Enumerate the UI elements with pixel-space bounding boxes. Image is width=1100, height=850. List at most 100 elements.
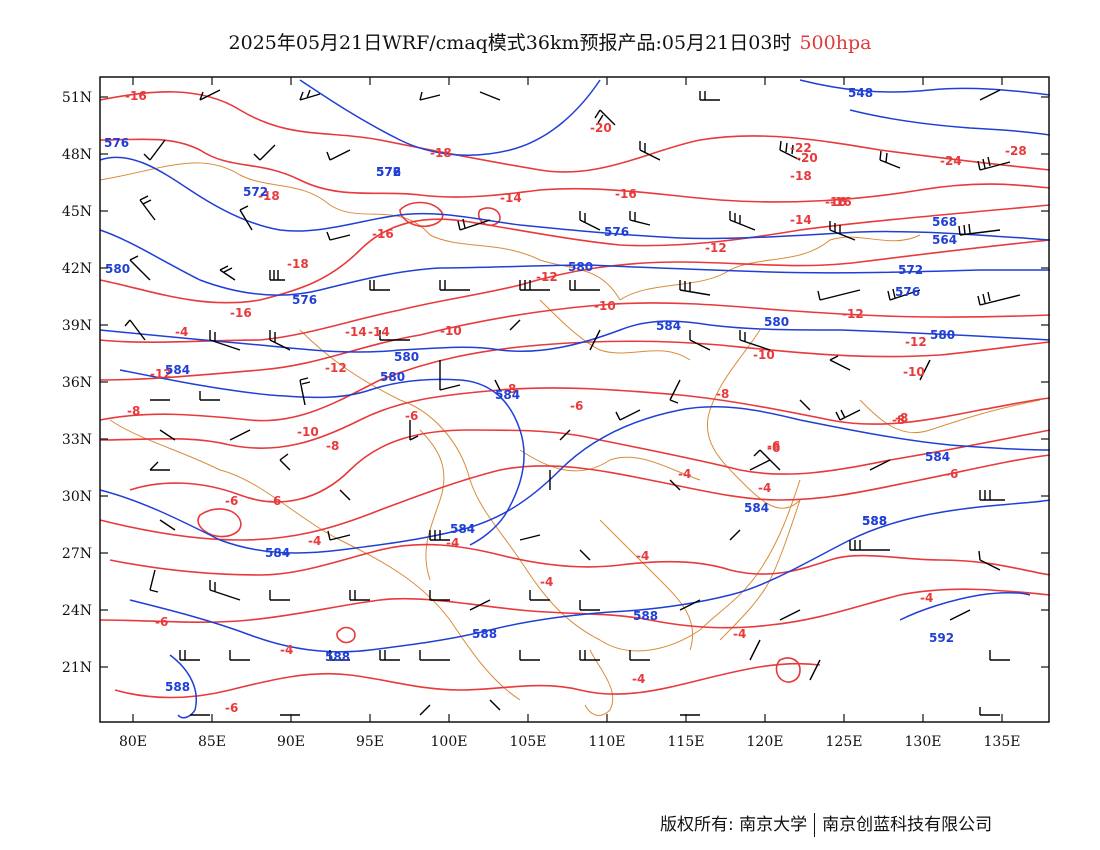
temp-label: -4: [678, 467, 691, 481]
lon-label: 120E: [747, 734, 784, 750]
lon-label: 125E: [826, 734, 863, 750]
org-chuanglan: 南京创蓝科技有限公司: [822, 815, 993, 835]
temp-label: -6: [405, 409, 418, 423]
height-label: 588: [862, 514, 887, 528]
temp-label: -28: [1005, 144, 1027, 158]
wind-barbs: [124, 89, 1021, 716]
lon-label: 85E: [198, 734, 226, 750]
copyright-label: 版权所有:: [660, 815, 734, 835]
height-label: 592: [929, 631, 954, 645]
temp-label: -8: [503, 382, 516, 396]
lat-label: 27N: [62, 546, 92, 562]
lat-label: 45N: [62, 204, 92, 220]
title-main: 2025年05月21日WRF/cmaq模式36km预报产品:05月21日03时: [228, 32, 792, 54]
height-label: 584: [925, 450, 950, 464]
height-label: 568: [932, 215, 957, 229]
lat-label: 48N: [62, 147, 92, 163]
plot-frame: [99, 76, 1050, 723]
copyright-footer: 版权所有: 南京大学 南京创蓝科技有限公司: [660, 810, 992, 837]
lat-label: 33N: [62, 432, 92, 448]
temp-label: -12: [842, 307, 864, 321]
map-title: 2025年05月21日WRF/cmaq模式36km预报产品:05月21日03时 5…: [0, 28, 1100, 55]
temp-label: -6: [268, 494, 281, 508]
height-label: 580: [568, 260, 593, 274]
temp-label: -18: [430, 146, 452, 160]
temp-label: -6: [155, 615, 168, 629]
temp-label: -4: [636, 549, 649, 563]
temp-label: -8: [892, 413, 905, 427]
height-label: 580: [764, 315, 789, 329]
temp-label: -24: [940, 154, 962, 168]
height-label: 576: [604, 225, 629, 239]
lat-label: 39N: [62, 318, 92, 334]
org-nju: 南京大学: [739, 815, 808, 835]
lat-label: 51N: [62, 90, 92, 106]
temp-label: -18: [258, 189, 280, 203]
lon-label: 105E: [510, 734, 547, 750]
height-label: 564: [932, 233, 957, 247]
temp-label: -14: [790, 213, 812, 227]
height-label: 572: [376, 165, 401, 179]
height-label: 576: [376, 165, 401, 179]
temp-label: -16: [830, 195, 852, 209]
temp-label: -16: [230, 306, 252, 320]
height-label: 584: [656, 319, 681, 333]
height-label: 580: [105, 262, 130, 276]
lat-label: 24N: [62, 603, 92, 619]
lat-label: 21N: [62, 660, 92, 676]
height-label: 572: [898, 263, 923, 277]
height-label: 584: [744, 501, 769, 515]
temp-label: -10: [594, 299, 616, 313]
lon-label: 115E: [668, 734, 705, 750]
temp-label: -8: [716, 387, 729, 401]
temp-label: -16: [825, 195, 847, 209]
lon-label: 135E: [984, 734, 1021, 750]
lon-label: 90E: [277, 734, 305, 750]
temp-label: -4: [632, 672, 645, 686]
temp-label: -8: [326, 439, 339, 453]
temp-label: -16: [372, 227, 394, 241]
lon-label: 100E: [431, 734, 468, 750]
temp-label: -6: [767, 441, 780, 455]
boundary-lines: [99, 162, 1041, 716]
height-label: 576: [292, 293, 317, 307]
lon-label: 80E: [119, 734, 147, 750]
height-labels: 576 572 576 580 576 584 580 584 580 584 …: [104, 86, 957, 694]
lat-label: 30N: [62, 489, 92, 505]
temp-label: -12: [150, 367, 172, 381]
temp-label: -4: [758, 481, 771, 495]
temp-label: -12: [705, 241, 727, 255]
temp-label: -20: [796, 151, 818, 165]
temp-label: -4: [540, 575, 553, 589]
temp-label: -12: [325, 361, 347, 375]
temp-label: -6: [570, 399, 583, 413]
lon-label: 110E: [589, 734, 626, 750]
temp-label: -6: [225, 494, 238, 508]
height-label: 548: [848, 86, 873, 100]
longitude-axis: [132, 77, 1003, 722]
temp-label: -10: [753, 348, 775, 362]
longitude-labels: 80E 85E 90E 95E 100E 105E 110E 115E 120E…: [119, 734, 1021, 750]
lon-label: 130E: [905, 734, 942, 750]
temp-label: -8: [127, 404, 140, 418]
temp-label: -6: [225, 701, 238, 715]
lon-label: 95E: [356, 734, 384, 750]
height-label: 588: [325, 650, 350, 664]
height-contours: [99, 79, 1051, 719]
temp-label: -22: [790, 141, 812, 155]
temp-label: -16: [615, 187, 637, 201]
temp-label: -18: [287, 257, 309, 271]
temp-label: -10: [903, 365, 925, 379]
temp-label: -4: [308, 534, 321, 548]
temp-label: -10: [297, 425, 319, 439]
height-label: 576: [104, 136, 129, 150]
height-label: 584: [495, 388, 520, 402]
height-label: 584: [450, 522, 475, 536]
height-label: 588: [472, 627, 497, 641]
temp-label: -4: [280, 643, 293, 657]
temp-label: -12: [536, 270, 558, 284]
temp-label: -14: [368, 325, 390, 339]
temp-label: -14: [345, 325, 367, 339]
temperature-contours: [99, 91, 1051, 699]
